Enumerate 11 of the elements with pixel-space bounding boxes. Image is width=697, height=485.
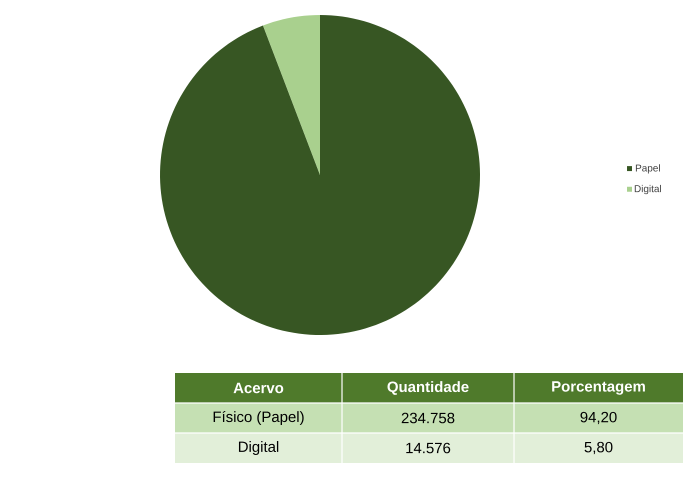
- text: 5,80: [584, 442, 612, 454]
- legend-label: Digital: [634, 184, 661, 194]
- text: Porcentagem: [552, 381, 645, 395]
- legend-label: Papel: [636, 164, 660, 174]
- text: Quantidade: [388, 381, 469, 395]
- text: 94,20: [580, 412, 617, 424]
- text: Acervo: [234, 382, 284, 394]
- text: Digital: [238, 441, 278, 455]
- text: Físico (Papel): [214, 410, 304, 426]
- text: 14.576: [406, 442, 450, 454]
- text: 234.758: [402, 412, 454, 424]
